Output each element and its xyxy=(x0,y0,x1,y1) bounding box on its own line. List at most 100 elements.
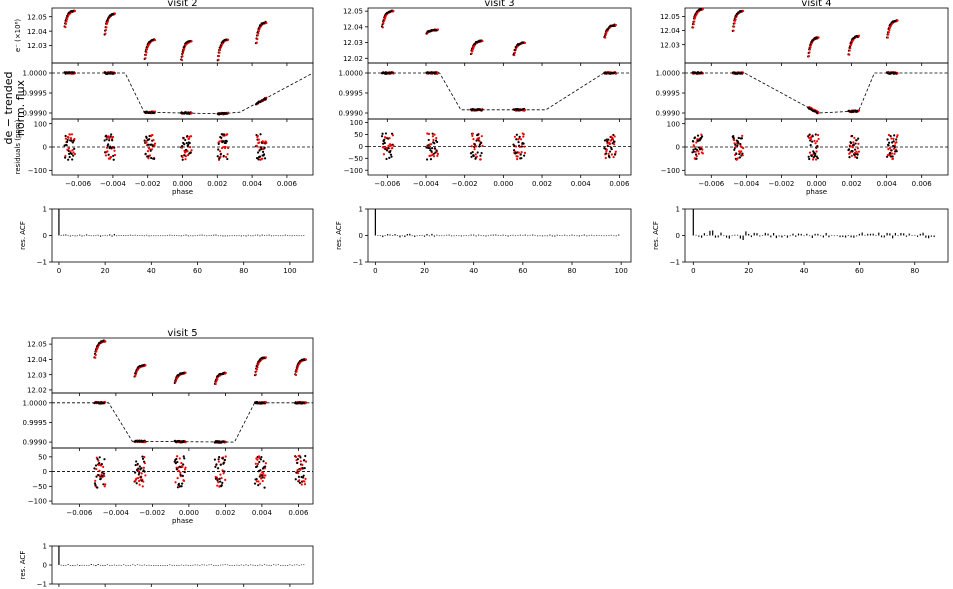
acf-bar xyxy=(428,235,431,237)
acf-bar xyxy=(183,234,185,236)
acf-bar xyxy=(194,235,196,237)
residual-model-point xyxy=(106,150,109,153)
acf-bar xyxy=(171,565,173,566)
residual-point xyxy=(220,484,223,487)
acf-bar xyxy=(411,235,413,237)
raw-model-point xyxy=(217,54,221,58)
residual-point xyxy=(144,152,147,155)
acf-bar xyxy=(86,564,88,566)
acf-bar xyxy=(220,235,222,237)
residual-point xyxy=(216,467,220,470)
acf-bar xyxy=(786,235,789,238)
raw-model-point xyxy=(256,366,259,369)
residual-model-point xyxy=(304,477,307,480)
residual-point xyxy=(737,141,740,144)
acf-bar xyxy=(800,233,802,236)
acf-bar xyxy=(712,230,714,236)
phase-xtick-label: −0.004 xyxy=(413,180,439,188)
acf-bar xyxy=(300,235,303,237)
acf-bar xyxy=(576,235,578,237)
residual-model-point xyxy=(144,474,147,477)
acf-bar xyxy=(814,233,816,236)
acf-bar xyxy=(869,233,872,236)
phase-xtick-label: −0.004 xyxy=(100,180,126,188)
chart-title: visit 4 xyxy=(801,0,831,9)
residual-model-point xyxy=(299,460,302,463)
residual-point xyxy=(224,141,227,145)
acf-bar xyxy=(825,232,827,236)
raw-panel-ytick-label: 12.03 xyxy=(27,371,47,379)
residual-model-point xyxy=(815,150,818,153)
acf-bar xyxy=(750,235,753,238)
raw-panel-ytick-label: 12.05 xyxy=(343,8,363,16)
raw-panel-ytick-label: 12.02 xyxy=(343,55,363,63)
residual-model-point xyxy=(217,460,220,463)
raw-model-point xyxy=(513,51,516,54)
residual-point xyxy=(185,142,188,145)
raw-model-point xyxy=(104,340,107,343)
acf-bar xyxy=(817,233,819,236)
phase-xtick-label: 0.006 xyxy=(609,180,630,188)
acf-bar xyxy=(97,234,99,236)
acf-bar xyxy=(127,565,129,566)
raw-panel-ytick-label: 12.03 xyxy=(343,39,363,47)
residual-model-point xyxy=(694,150,697,153)
acf-xtick-label: 80 xyxy=(568,267,577,275)
acf-bar xyxy=(240,564,242,566)
acf-bar xyxy=(844,235,847,238)
residual-point xyxy=(429,158,433,161)
acf-bar xyxy=(905,235,908,237)
residual-model-point xyxy=(137,469,140,473)
residuals-panel-ytick-label: 50 xyxy=(38,453,47,461)
residual-model-point xyxy=(222,472,225,475)
residual-point xyxy=(816,157,819,160)
raw-panel-ytick-label: 12.04 xyxy=(27,356,48,364)
residual-point xyxy=(889,151,892,155)
residual-point xyxy=(93,467,96,470)
residual-point xyxy=(219,463,222,466)
acf-bar xyxy=(162,564,164,566)
acf-bar xyxy=(67,564,69,565)
acf-bar xyxy=(132,564,134,566)
residual-point xyxy=(225,140,228,143)
residual-point xyxy=(296,457,299,461)
acf-bar xyxy=(120,565,122,566)
residual-model-point xyxy=(142,466,145,469)
residual-model-point xyxy=(178,457,181,460)
residual-point xyxy=(473,143,476,146)
acf-xtick-label: 0 xyxy=(691,267,695,275)
raw-panel-ytick-label: 12.05 xyxy=(27,13,47,21)
transit-model-line xyxy=(685,72,948,114)
raw-model-point xyxy=(216,378,219,381)
residual-model-point xyxy=(221,469,224,472)
residual-point xyxy=(856,156,859,159)
residual-point xyxy=(180,485,183,488)
acf-bar xyxy=(928,235,930,239)
acf-ytick-label: −1 xyxy=(37,581,47,589)
acf-bar xyxy=(243,565,245,566)
residual-point xyxy=(219,153,222,156)
acf-bar xyxy=(384,235,386,236)
residual-point xyxy=(257,158,260,161)
acf-bar xyxy=(759,235,761,237)
acf-bar xyxy=(507,235,509,237)
residual-point xyxy=(430,150,433,153)
acf-bar xyxy=(67,235,69,237)
residual-model-point xyxy=(218,140,221,143)
residual-point xyxy=(145,136,148,139)
residual-point xyxy=(183,457,186,460)
residual-point xyxy=(854,142,857,145)
residual-point xyxy=(188,141,191,145)
acf-bar xyxy=(180,235,182,237)
detrended-panel-ytick-label: 1.0000 xyxy=(23,399,48,407)
residual-point xyxy=(215,463,218,466)
residual-point xyxy=(220,136,223,139)
raw-model-point xyxy=(857,34,861,37)
residual-point xyxy=(472,154,475,158)
residual-model-point xyxy=(518,145,522,149)
residual-model-point xyxy=(517,151,520,154)
residual-model-point xyxy=(141,485,144,488)
residual-model-point xyxy=(184,158,187,161)
raw-model-point xyxy=(264,356,267,359)
acf-bar xyxy=(291,235,293,237)
